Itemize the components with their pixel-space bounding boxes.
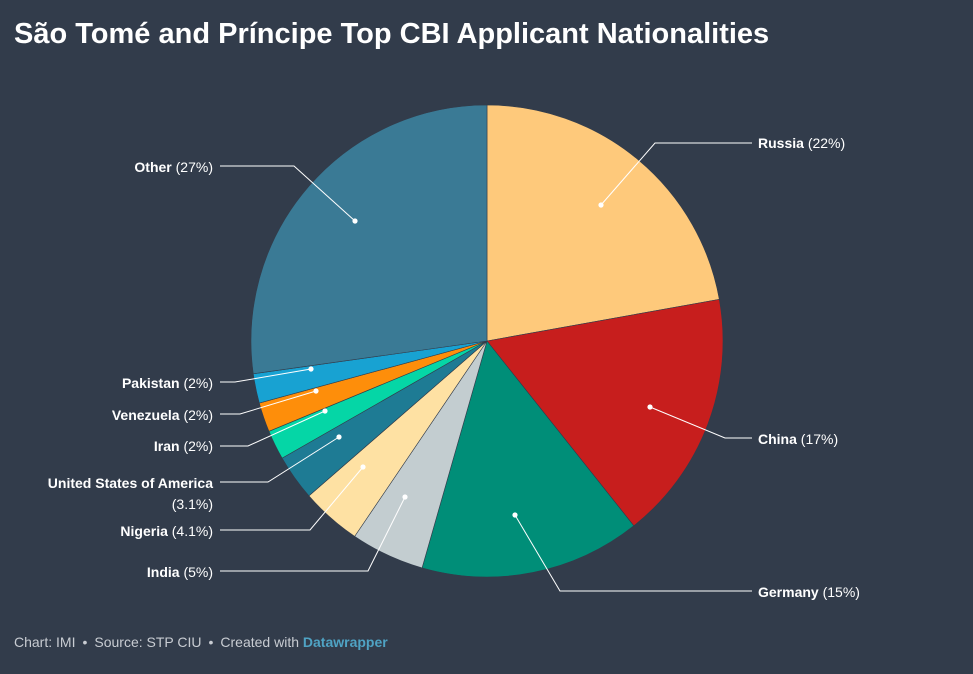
slice-label-percent: (22%): [808, 135, 845, 151]
leader-lines: [220, 142, 752, 592]
pie-slices: [250, 104, 724, 578]
footer-separator: •: [208, 634, 214, 650]
slice-label: Nigeria (4.1%): [120, 523, 213, 539]
leader-line: [220, 390, 317, 415]
slice-label-percent: (2%): [183, 407, 213, 423]
leader-line: [514, 514, 752, 592]
slice-label-percent: (15%): [823, 584, 860, 600]
slice-label-name: Germany: [758, 584, 823, 600]
slice-label: Venezuela (2%): [112, 407, 213, 423]
slice-label: United States of America (3.1%): [48, 475, 213, 512]
datawrapper-link[interactable]: Datawrapper: [302, 634, 388, 650]
leader-dot: [598, 202, 604, 208]
slice-label: China (17%): [758, 431, 838, 447]
leader-dot: [402, 494, 408, 500]
slice-label-percent: (5%): [183, 564, 213, 580]
footer-created: Created with: [220, 634, 299, 650]
leader-line: [649, 406, 752, 439]
pie-slice-china[interactable]: [486, 299, 724, 527]
slice-label-name: Other: [134, 159, 175, 175]
slice-label-name: Nigeria: [120, 523, 171, 539]
leader-line: [220, 165, 356, 222]
pie-slice-russia[interactable]: [486, 104, 720, 342]
pie-slice-other[interactable]: [250, 104, 488, 375]
slice-label-percent: (3.1%): [172, 496, 213, 512]
leader-dot: [322, 408, 328, 414]
slice-label-name: Russia: [758, 135, 808, 151]
leader-dot: [360, 464, 366, 470]
slice-label: Germany (15%): [758, 584, 860, 600]
slice-label-percent: (2%): [183, 438, 213, 454]
leader-line: [220, 410, 326, 447]
leader-dot: [647, 404, 653, 410]
slice-labels: Russia (22%) China (17%) Germany (15%) Indi…: [48, 135, 860, 600]
footer: Chart: IMI • Source: STP CIU • Created with …: [14, 634, 388, 650]
slice-label-percent: (2%): [183, 375, 213, 391]
slice-label-name: Pakistan: [122, 375, 183, 391]
leader-dot: [313, 388, 319, 394]
slice-label: Iran (2%): [154, 438, 213, 454]
slice-label: Russia (22%): [758, 135, 845, 151]
footer-chart-credit: Chart: IMI: [14, 634, 76, 650]
slice-label-name: Iran: [154, 438, 184, 454]
footer-source: Source: STP CIU: [94, 634, 202, 650]
slice-label-name: China: [758, 431, 801, 447]
footer-separator: •: [82, 634, 88, 650]
leader-dot: [352, 218, 358, 224]
leader-dot: [336, 434, 342, 440]
slice-label: India (5%): [147, 564, 213, 580]
slice-label: Pakistan (2%): [122, 375, 213, 391]
chart-title: São Tomé and Príncipe Top CBI Applicant …: [14, 18, 770, 50]
slice-label-percent: (27%): [176, 159, 213, 175]
leader-dot: [308, 366, 314, 372]
slice-label-name: Venezuela: [112, 407, 184, 423]
slice-label-name: United States of America: [48, 475, 213, 491]
pie-slice-germany[interactable]: [421, 340, 635, 578]
leader-dot: [512, 512, 518, 518]
slice-label-name: India: [147, 564, 184, 580]
leader-line: [220, 368, 312, 383]
leader-line: [220, 496, 406, 572]
slice-label: Other (27%): [134, 159, 213, 175]
leader-line: [220, 466, 364, 531]
leader-line: [220, 436, 340, 483]
leader-line: [600, 142, 752, 206]
slice-label-percent: (4.1%): [172, 523, 213, 539]
slice-label-percent: (17%): [801, 431, 838, 447]
